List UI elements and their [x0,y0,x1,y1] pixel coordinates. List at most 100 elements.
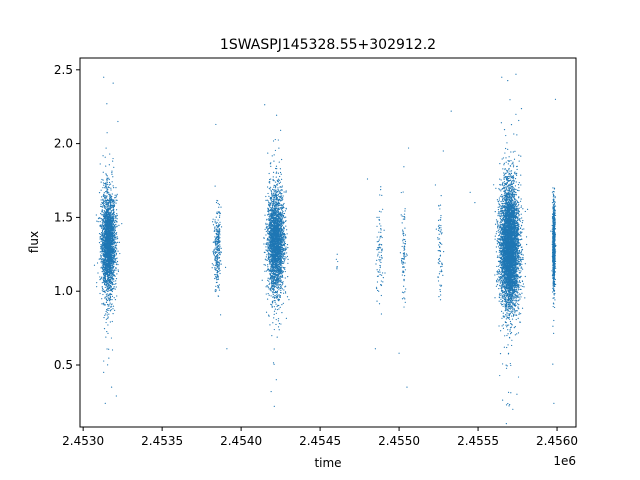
data-point [266,259,268,261]
data-point [105,230,107,232]
data-point [109,282,112,284]
data-point [279,264,281,266]
data-point [276,287,278,289]
data-point [224,266,227,268]
data-point [112,278,115,280]
data-point [109,227,111,229]
data-point [272,253,274,255]
data-point [282,283,284,285]
data-point [112,265,114,267]
data-point [267,226,269,228]
data-point [218,206,220,208]
data-point [104,274,107,276]
data-point [108,208,110,211]
data-point [107,271,109,274]
data-point [107,286,109,288]
data-point [268,204,270,206]
data-point [102,198,104,200]
data-point [106,191,108,193]
data-point [101,230,104,232]
data-point [273,192,275,194]
data-point [112,272,114,275]
data-point [266,214,269,216]
data-point [268,243,271,245]
data-point [106,281,108,283]
data-point [218,237,220,239]
data-point [267,244,269,246]
data-point [271,206,274,208]
data-point [111,198,113,200]
data-point [112,289,114,291]
data-point [109,247,111,249]
data-point [105,213,107,215]
data-point [108,195,111,197]
data-point [108,242,111,244]
data-point [98,233,101,235]
data-point [217,265,219,267]
data-point [118,241,120,243]
data-point [112,247,114,249]
data-point [108,294,110,296]
data-point [112,283,114,285]
data-point [103,281,105,283]
data-point [103,247,105,249]
data-point [109,206,111,208]
data-point [104,235,106,237]
data-point [105,234,108,236]
data-point [103,276,105,279]
data-point [216,227,218,229]
data-point [103,243,105,246]
data-point [215,250,217,253]
data-point [106,224,108,226]
data-point [111,281,114,284]
data-point [115,216,117,218]
data-point [108,236,110,238]
data-point [103,216,105,218]
data-point [113,211,115,213]
data-point [102,253,105,255]
data-point [113,204,116,207]
data-point [269,203,271,205]
data-point [106,295,108,297]
data-point [270,275,272,277]
data-point [273,211,275,213]
data-point [111,299,113,301]
data-point [108,184,110,186]
data-point [211,263,213,265]
data-point [106,228,108,230]
data-point [109,284,112,287]
data-point [109,230,111,233]
data-point [113,243,115,245]
data-point [109,207,112,210]
data-point [277,304,279,306]
data-point [270,178,272,180]
data-point [105,203,108,205]
data-point [109,310,111,312]
data-point [100,248,102,250]
data-point [104,290,106,292]
data-point [110,210,113,212]
data-point [266,218,268,220]
data-point [117,270,120,273]
data-point [106,256,108,258]
data-point [285,248,288,250]
data-point [110,256,112,258]
data-point [99,236,101,238]
data-point [104,185,107,187]
data-point [279,277,281,279]
data-point [111,260,113,262]
data-point [100,251,102,253]
data-point [282,230,284,232]
data-point [264,264,267,266]
data-point [214,236,216,238]
data-point [102,272,104,274]
data-point [115,233,117,235]
data-point [277,320,279,322]
data-point [100,261,102,263]
data-point [112,249,114,252]
data-point [216,211,218,213]
data-point [112,176,114,178]
data-point [112,206,114,209]
data-point [112,224,114,226]
